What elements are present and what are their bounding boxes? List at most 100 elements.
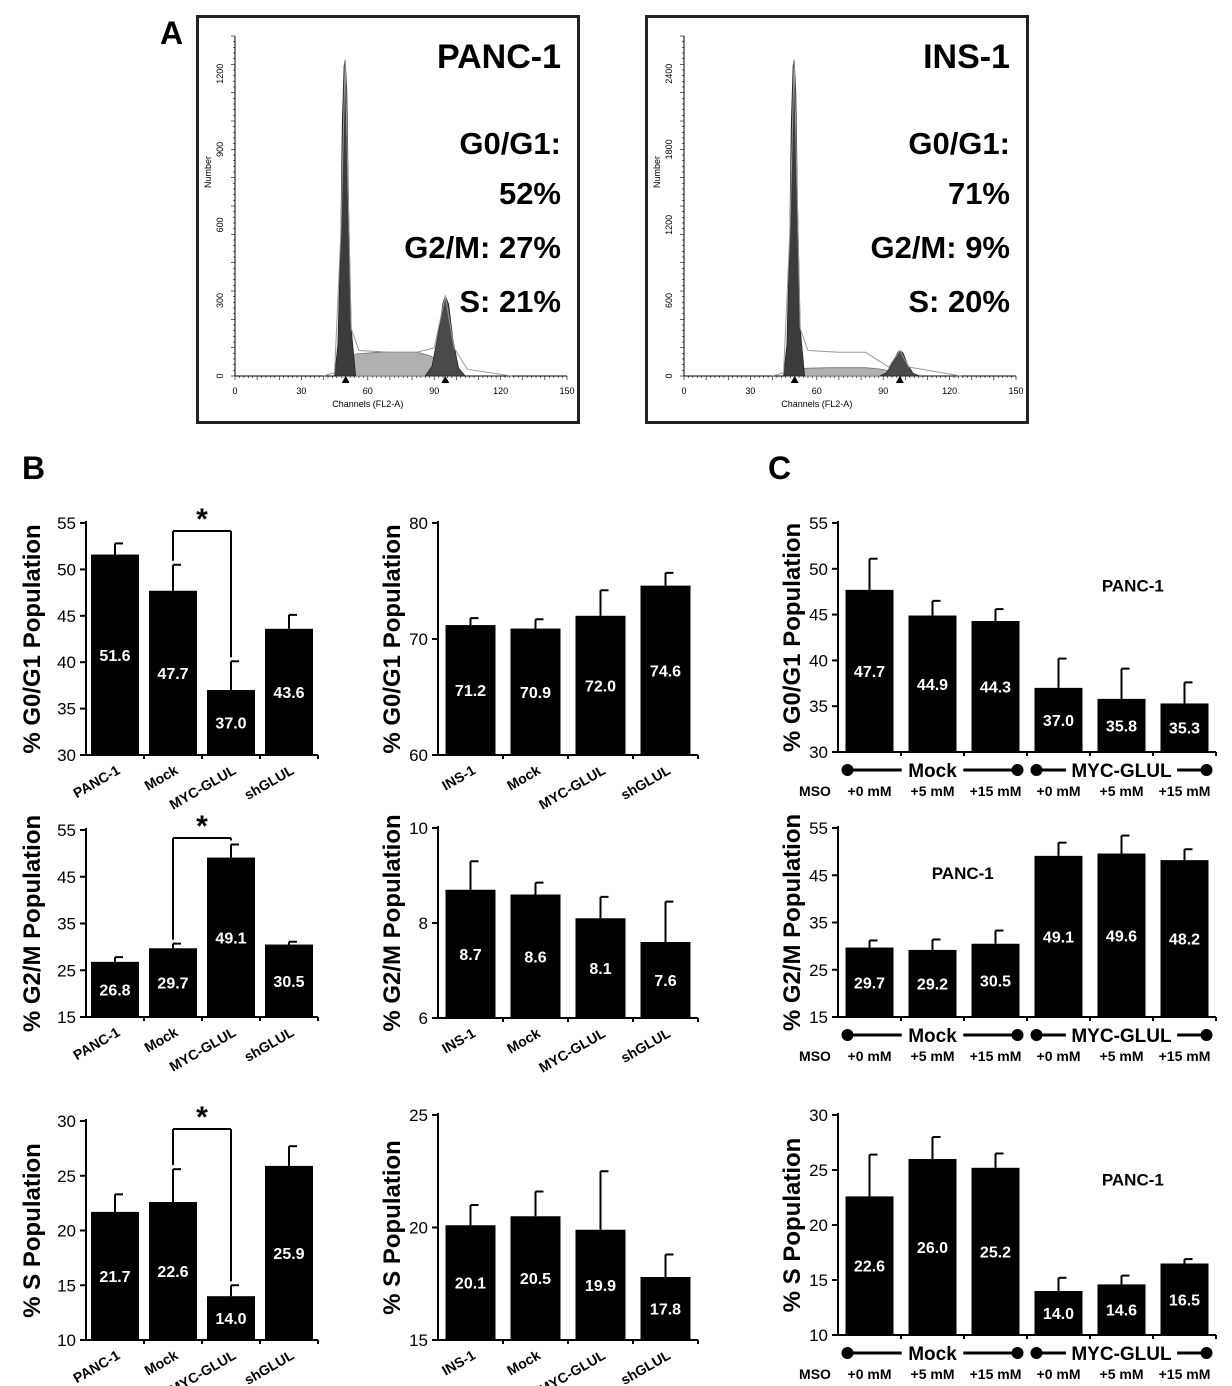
y-axis-label: % S Population <box>19 1143 46 1318</box>
y-tick-label: 60 <box>409 746 428 765</box>
bar <box>445 889 496 1018</box>
x-tick-label: 30 <box>296 386 306 396</box>
bar-chart-c1: 30 35 40 45 50 55% G0/G1 Population 47.7 44.9 44… <box>779 514 1217 799</box>
x-tick-label: 0 <box>681 386 686 396</box>
y-tick-label: 15 <box>57 1276 76 1295</box>
x-tick-label: shGLUL <box>618 1025 674 1066</box>
histogram-g0g1-value: 52% <box>498 176 561 211</box>
y-tick-label: 80 <box>409 514 428 533</box>
x-tick-label: 150 <box>559 386 574 396</box>
y-tick-label: 10 <box>57 1331 76 1350</box>
bar-value-label: 49.6 <box>1106 928 1137 945</box>
bar <box>1097 698 1146 752</box>
bar-value-label: 29.2 <box>917 976 948 993</box>
bar-value-label: 43.6 <box>273 685 304 702</box>
y-tick-label: 8 <box>419 914 428 933</box>
x-tick-label: Mock <box>504 1347 543 1379</box>
panel-label-b: B <box>22 450 46 486</box>
y-tick-label: 55 <box>809 819 828 838</box>
bar-value-label: 47.7 <box>854 664 885 681</box>
x-tick-label: +15 mM <box>1159 1048 1211 1064</box>
bar-value-label: 49.1 <box>215 930 246 947</box>
histogram-s-value: S: 21% <box>459 284 561 319</box>
x-tick-label: INS-1 <box>439 1025 478 1057</box>
x-tick-label: +5 mM <box>1100 1366 1144 1382</box>
x-tick-label: 30 <box>745 386 755 396</box>
histogram-panc1: 0 300 600 900 1200 0 30 60 90 120 150 Channels (FL2… <box>196 15 580 424</box>
bar <box>845 589 894 752</box>
y-axis-label: % S Population <box>779 1138 806 1313</box>
bar <box>640 942 691 1018</box>
group-label: MYC-GLUL <box>1071 761 1172 782</box>
bar-value-label: 7.6 <box>654 973 676 990</box>
x-tick-label: Mock <box>504 1025 543 1057</box>
y-tick-label: 55 <box>809 514 828 533</box>
histogram-s-value: S: 20% <box>908 284 1010 319</box>
y-tick-label: 55 <box>57 514 76 533</box>
bar <box>207 1296 255 1340</box>
bar-value-label: 14.0 <box>215 1311 246 1328</box>
bar-value-label: 35.3 <box>1169 721 1200 738</box>
histogram-ins1-plot: 0 600 1200 1800 2400 0 30 60 90 120 150 Channels (F… <box>652 35 1024 409</box>
peak-marker-icon <box>441 376 450 383</box>
bar-value-label: 70.9 <box>520 685 551 702</box>
x-tick-label: Mock <box>504 762 543 794</box>
x-tick-label: MYC-GLUL <box>536 1347 608 1386</box>
y-axis-label: % G2/M Population <box>19 815 46 1032</box>
bar-value-label: 16.5 <box>1169 1292 1200 1309</box>
row-label: MSO <box>799 1048 831 1064</box>
histogram-g2-peak <box>424 294 467 377</box>
y-tick-label: 20 <box>57 1222 76 1241</box>
histogram-g1-peak <box>334 59 357 377</box>
bar-value-label: 20.5 <box>520 1271 551 1288</box>
y-axis-label: Number <box>203 156 213 188</box>
chart-annotation: PANC-1 <box>1102 577 1164 596</box>
histogram-panc1-plot: 0 300 600 900 1200 0 30 60 90 120 150 Channels (FL2… <box>203 35 575 409</box>
x-tick-label: +0 mM <box>1037 1366 1081 1382</box>
bar-value-label: 26.8 <box>99 982 130 999</box>
bar-value-label: 14.0 <box>1043 1306 1074 1323</box>
bar <box>908 615 957 752</box>
bar-value-label: 44.9 <box>917 677 948 694</box>
bar <box>971 943 1020 1017</box>
row-label: MSO <box>799 783 831 799</box>
bar <box>1160 1263 1209 1335</box>
bar-chart-b5: 10 15 20 25 30 % S Population 21.7 22.6 14.0 25.9… <box>19 1101 319 1386</box>
x-tick-label: 90 <box>878 386 888 396</box>
bar <box>265 1165 313 1340</box>
y-tick-label: 55 <box>57 821 76 840</box>
y-tick-label: 300 <box>215 293 225 308</box>
x-tick-label: PANC-1 <box>70 762 122 802</box>
peak-marker-icon <box>790 376 799 383</box>
bar-value-label: 49.1 <box>1043 929 1074 946</box>
bar <box>575 615 626 755</box>
bar-value-label: 29.7 <box>854 975 885 992</box>
y-tick-label: 45 <box>809 606 828 625</box>
panel-label-c: C <box>768 450 792 486</box>
group-label: MYC-GLUL <box>1071 1344 1172 1365</box>
bar <box>445 1225 496 1340</box>
x-tick-label: +5 mM <box>1100 1048 1144 1064</box>
y-tick-label: 0 <box>664 373 674 378</box>
y-tick-label: 25 <box>409 1106 428 1125</box>
bar <box>845 947 894 1017</box>
bar <box>908 949 957 1017</box>
x-tick-label: 60 <box>363 386 373 396</box>
bar <box>91 961 139 1017</box>
x-tick-label: +15 mM <box>1159 1366 1211 1382</box>
x-tick-label: shGLUL <box>241 762 297 803</box>
x-tick-label: Mock <box>141 1347 180 1379</box>
y-tick-label: 25 <box>57 961 76 980</box>
bar <box>510 628 561 755</box>
bar <box>908 1159 957 1335</box>
significance-label: * <box>196 503 208 536</box>
x-tick-label: +0 mM <box>1037 1048 1081 1064</box>
bar-value-label: 30.5 <box>273 974 304 991</box>
bar-value-label: 51.6 <box>99 648 130 665</box>
y-tick-label: 15 <box>57 1008 76 1027</box>
y-tick-label: 15 <box>809 1271 828 1290</box>
x-tick-label: shGLUL <box>241 1347 297 1386</box>
y-tick-label: 2400 <box>664 64 674 84</box>
bar <box>971 621 1020 752</box>
y-axis-label: % G2/M Population <box>779 814 806 1031</box>
